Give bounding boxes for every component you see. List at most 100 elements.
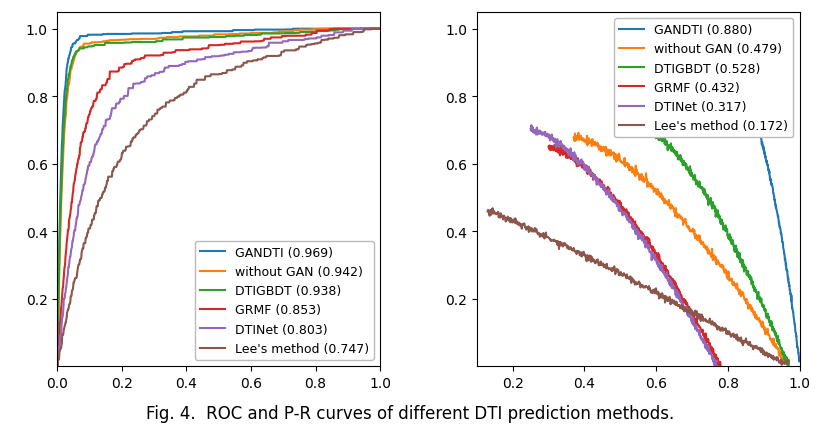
GRMF (0.432): [636, 236, 646, 241]
without GAN (0.479): [572, 131, 582, 136]
GRMF (0.432): [645, 244, 655, 249]
DTINet (0.803): [240, 50, 250, 55]
Line: DTIGBDT (0.528): DTIGBDT (0.528): [641, 124, 788, 366]
DTIGBDT (0.938): [258, 32, 268, 37]
GANDTI (0.969): [248, 29, 258, 34]
DTIGBDT (0.938): [355, 27, 364, 32]
Lee's method (0.747): [374, 27, 384, 32]
DTINet (0.803): [72, 216, 82, 221]
Line: Lee's method (0.747): Lee's method (0.747): [57, 30, 379, 366]
without GAN (0.942): [240, 32, 250, 37]
DTIGBDT (0.528): [716, 218, 726, 223]
DTIGBDT (0.528): [723, 237, 733, 242]
GANDTI (0.880): [715, 44, 725, 49]
DTINet (0.317): [526, 123, 536, 128]
DTIGBDT (0.938): [52, 364, 62, 369]
Line: GRMF (0.853): GRMF (0.853): [57, 30, 379, 366]
DTINet (0.803): [374, 27, 384, 32]
Lee's method (0.747): [240, 61, 250, 66]
Lee's method (0.747): [367, 27, 377, 32]
DTIGBDT (0.938): [72, 50, 82, 55]
GANDTI (0.880): [735, 77, 744, 82]
Lee's method (0.747): [296, 45, 306, 50]
GANDTI (0.969): [240, 29, 250, 34]
DTIGBDT (0.528): [706, 204, 716, 209]
Legend: GANDTI (0.969), without GAN (0.942), DTIGBDT (0.938), GRMF (0.853), DTINet (0.80: GANDTI (0.969), without GAN (0.942), DTI…: [194, 241, 373, 360]
DTINet (0.803): [248, 46, 258, 52]
Lee's method (0.172): [618, 273, 628, 278]
GRMF (0.853): [296, 34, 306, 39]
Lee's method (0.172): [660, 294, 670, 299]
GRMF (0.853): [52, 364, 62, 369]
DTINet (0.803): [330, 31, 340, 36]
GRMF (0.432): [626, 219, 636, 224]
GRMF (0.432): [684, 309, 694, 314]
without GAN (0.942): [330, 27, 340, 32]
GRMF (0.432): [711, 357, 721, 362]
Line: Lee's method (0.172): Lee's method (0.172): [487, 209, 788, 365]
Line: without GAN (0.942): without GAN (0.942): [57, 30, 379, 366]
Text: Fig. 4.  ROC and P-R curves of different DTI prediction methods.: Fig. 4. ROC and P-R curves of different …: [146, 404, 673, 422]
DTINet (0.317): [678, 305, 688, 310]
GANDTI (0.880): [746, 109, 756, 114]
DTIGBDT (0.938): [248, 33, 258, 38]
Legend: GANDTI (0.880), without GAN (0.479), DTIGBDT (0.528), GRMF (0.432), DTINet (0.31: GANDTI (0.880), without GAN (0.479), DTI…: [613, 19, 792, 138]
without GAN (0.479): [696, 241, 706, 246]
DTIGBDT (0.528): [780, 353, 790, 358]
GRMF (0.853): [330, 27, 340, 32]
DTINet (0.317): [525, 127, 535, 132]
GANDTI (0.880): [650, 27, 660, 32]
without GAN (0.479): [685, 228, 695, 233]
DTINet (0.317): [614, 209, 624, 214]
Lee's method (0.172): [487, 206, 497, 211]
Line: DTINet (0.803): DTINet (0.803): [57, 30, 379, 366]
GRMF (0.432): [551, 143, 561, 148]
GRMF (0.853): [248, 40, 258, 45]
GANDTI (0.880): [676, 27, 686, 32]
Line: GANDTI (0.880): GANDTI (0.880): [655, 30, 799, 362]
Line: without GAN (0.479): without GAN (0.479): [573, 133, 788, 364]
GANDTI (0.880): [794, 359, 803, 364]
DTINet (0.803): [258, 46, 268, 51]
DTIGBDT (0.528): [707, 205, 717, 210]
GRMF (0.432): [543, 145, 553, 150]
without GAN (0.479): [568, 135, 578, 141]
GANDTI (0.969): [288, 27, 298, 32]
Lee's method (0.172): [482, 210, 492, 215]
Lee's method (0.172): [560, 243, 570, 248]
DTIGBDT (0.938): [240, 33, 250, 38]
GANDTI (0.969): [297, 27, 307, 32]
GANDTI (0.969): [52, 364, 62, 369]
without GAN (0.942): [248, 31, 258, 36]
GRMF (0.853): [258, 39, 268, 44]
Lee's method (0.747): [330, 36, 340, 41]
GANDTI (0.969): [374, 27, 384, 32]
Lee's method (0.172): [783, 358, 793, 363]
GANDTI (0.969): [72, 38, 82, 43]
DTINet (0.803): [296, 38, 306, 43]
Lee's method (0.172): [536, 233, 545, 238]
DTINet (0.317): [707, 354, 717, 360]
GANDTI (0.969): [258, 28, 268, 33]
GANDTI (0.880): [758, 148, 768, 153]
without GAN (0.479): [744, 302, 754, 308]
Lee's method (0.172): [683, 308, 693, 314]
GANDTI (0.880): [794, 359, 803, 364]
Line: GANDTI (0.969): GANDTI (0.969): [57, 30, 379, 366]
DTINet (0.317): [615, 207, 625, 212]
DTINet (0.317): [636, 236, 646, 241]
DTIGBDT (0.528): [757, 304, 767, 309]
without GAN (0.942): [72, 49, 82, 54]
DTIGBDT (0.528): [636, 121, 646, 126]
Lee's method (0.747): [72, 270, 82, 275]
Lee's method (0.172): [709, 321, 719, 326]
DTINet (0.317): [710, 364, 720, 369]
GRMF (0.432): [715, 364, 725, 369]
DTIGBDT (0.938): [296, 30, 306, 35]
Line: DTIGBDT (0.938): DTIGBDT (0.938): [57, 30, 379, 366]
DTINet (0.803): [355, 27, 365, 32]
GRMF (0.432): [625, 219, 635, 224]
Line: GRMF (0.432): GRMF (0.432): [548, 145, 720, 366]
GRMF (0.853): [72, 162, 82, 167]
without GAN (0.942): [296, 28, 306, 33]
